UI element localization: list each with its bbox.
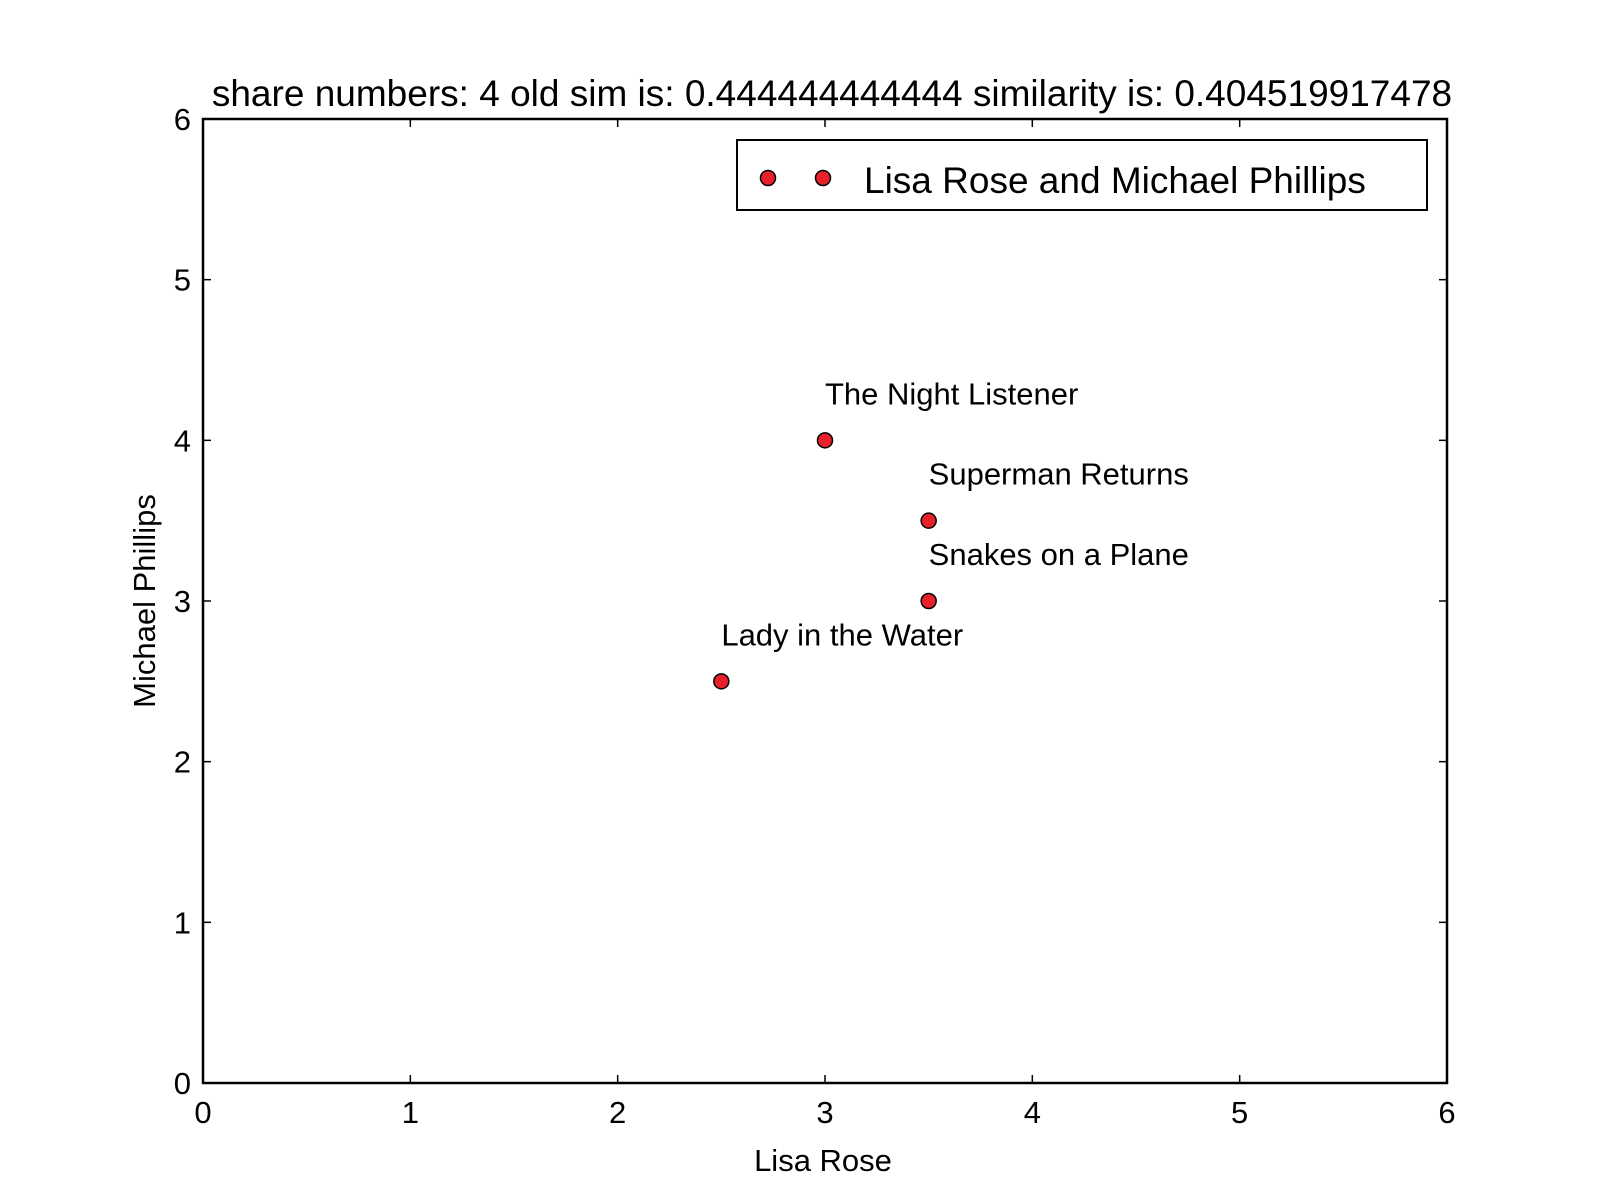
point-label: Snakes on a Plane — [929, 537, 1189, 572]
data-point — [920, 592, 937, 610]
legend-marker — [814, 169, 832, 187]
legend-marker — [759, 169, 777, 187]
x-tick-label: 4 — [1024, 1095, 1041, 1130]
data-point — [713, 673, 730, 690]
x-tick-label: 6 — [1438, 1095, 1455, 1130]
y-tick-label: 5 — [174, 263, 191, 298]
legend-box — [736, 139, 1428, 211]
y-tick-label: 1 — [174, 905, 191, 940]
point-label: Lady in the Water — [721, 617, 963, 652]
point-label: Superman Returns — [929, 457, 1189, 492]
x-axis-label: Lisa Rose — [754, 1143, 892, 1178]
chart-title: share numbers: 4 old sim is: 0.444444444… — [212, 73, 1452, 114]
legend-entry-label: Lisa Rose and Michael Phillips — [864, 160, 1366, 201]
y-tick-label: 3 — [174, 584, 191, 619]
data-points: The Night Listener Superman Returns Snakes… — [713, 376, 1189, 690]
legend: Lisa Rose and Michael Phillips — [736, 139, 1428, 211]
y-axis-label: Michael Phillips — [127, 494, 162, 708]
x-tick-label: 1 — [402, 1095, 419, 1130]
x-tick-label: 2 — [609, 1095, 626, 1130]
y-tick-label: 0 — [174, 1066, 191, 1101]
y-tick-label: 6 — [174, 102, 191, 137]
y-tick-label: 2 — [174, 745, 191, 780]
x-tick-label: 0 — [194, 1095, 211, 1130]
y-tick-label: 4 — [174, 423, 191, 458]
x-tick-label: 3 — [816, 1095, 833, 1130]
data-point — [816, 432, 834, 449]
data-point — [920, 512, 937, 529]
plot-frame — [201, 117, 1449, 1085]
axis-ticks: 0 1 2 3 4 5 6 0 1 2 3 4 5 6 — [174, 102, 1456, 1130]
x-tick-label: 5 — [1231, 1095, 1248, 1130]
point-label: The Night Listener — [825, 376, 1078, 411]
